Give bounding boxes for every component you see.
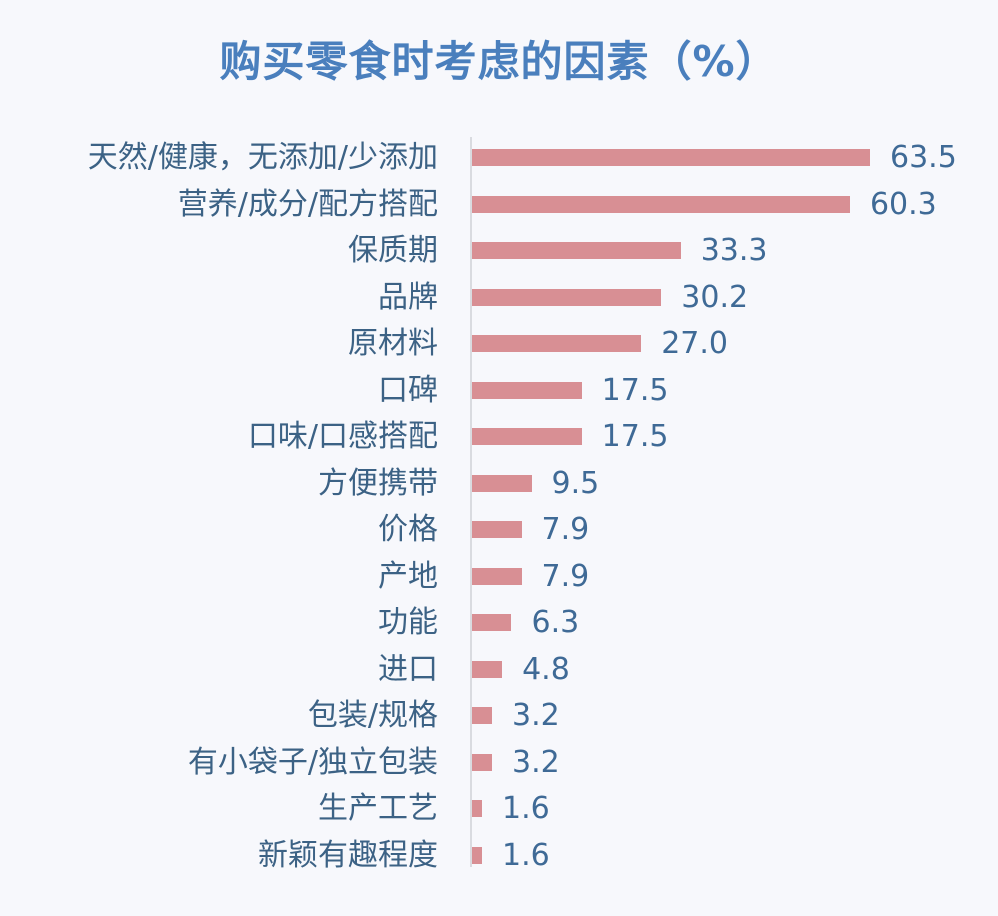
bar [472,381,582,399]
bar-row: 价格 7.9 [0,507,998,553]
category-label: 新颖有趣程度 [258,837,438,873]
value-label: 4.8 [522,651,570,687]
category-label: 生产工艺 [318,791,438,826]
bar [472,428,582,445]
category-label: 包装/规格 [307,698,438,733]
value-label: 17.5 [601,419,669,454]
bar [472,660,503,678]
category-label: 营养/成分/配方搭配 [177,186,438,222]
bar-row: 口味/口感搭配 17.5 [0,414,998,460]
value-label: 6.3 [531,605,580,640]
bar-row: 品牌 30.2 [0,275,998,321]
bar [472,474,532,492]
bar [472,567,522,585]
bar [472,288,662,306]
value-label: 3.2 [512,744,560,780]
value-label: 63.5 [890,140,957,175]
category-label: 产地 [378,558,438,594]
value-label: 7.9 [541,512,590,547]
bar [472,149,870,166]
bar [472,846,483,864]
category-label: 原材料 [348,326,438,361]
category-label: 天然/健康，无添加/少添加 [87,140,438,175]
value-label: 7.9 [541,558,590,594]
value-label: 3.2 [512,698,560,733]
bar-row: 进口 4.8 [0,647,998,693]
bar-row: 新颖有趣程度 1.6 [0,833,998,879]
category-label: 价格 [378,512,438,547]
bar-row: 保质期 33.3 [0,228,998,274]
bar [472,753,493,771]
bar [472,521,522,538]
category-label: 口碑 [378,372,438,408]
bar-row: 原材料 27.0 [0,321,998,367]
bar-row: 天然/健康，无添加/少添加 63.5 [0,135,998,181]
value-label: 1.6 [502,791,550,826]
value-label: 1.6 [502,837,550,873]
bar-row: 方便携带 9.5 [0,461,998,507]
bar-row: 生产工艺 1.6 [0,786,998,832]
bar [472,707,493,724]
value-label: 17.5 [601,372,669,408]
category-label: 保质期 [348,233,438,268]
value-label: 33.3 [700,233,768,268]
y-axis-line [470,137,472,867]
category-label: 进口 [378,651,438,687]
bar-row: 包装/规格 3.2 [0,693,998,739]
category-label: 方便携带 [318,465,438,501]
bar [472,800,483,817]
bar [472,195,850,213]
value-label: 60.3 [869,186,937,222]
bar [472,242,681,259]
bar-row: 产地 7.9 [0,554,998,600]
category-label: 口味/口感搭配 [247,419,438,454]
value-label: 9.5 [551,465,600,501]
value-label: 30.2 [681,279,749,315]
bar [472,335,642,352]
bar-row: 功能 6.3 [0,600,998,646]
category-label: 功能 [378,605,438,640]
category-label: 品牌 [378,279,438,315]
chart-title: 购买零食时考虑的因素（%） [219,37,779,86]
category-label: 有小袋子/独立包装 [187,744,438,780]
bar-row: 口碑 17.5 [0,368,998,414]
bar-row: 营养/成分/配方搭配 60.3 [0,182,998,228]
value-label: 27.0 [661,326,729,361]
bar [472,614,512,631]
bar-row: 有小袋子/独立包装 3.2 [0,740,998,786]
